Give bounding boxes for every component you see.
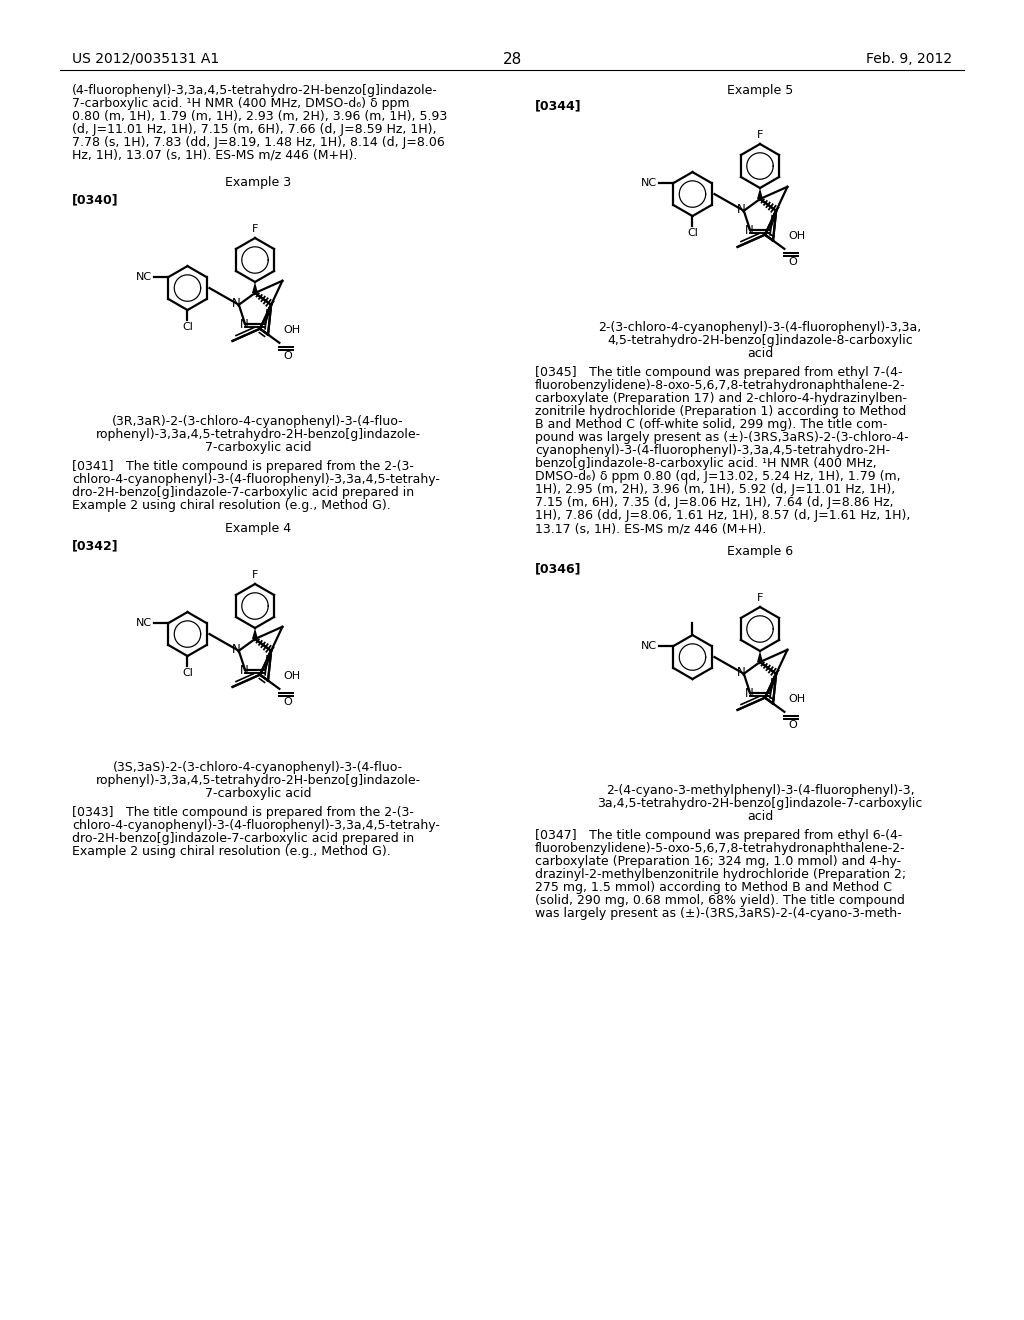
Text: benzo[g]indazole-8-carboxylic acid. ¹H NMR (400 MHz,: benzo[g]indazole-8-carboxylic acid. ¹H N…: [535, 457, 877, 470]
Text: zonitrile hydrochloride (Preparation 1) according to Method: zonitrile hydrochloride (Preparation 1) …: [535, 405, 906, 418]
Text: F: F: [757, 593, 763, 603]
Text: acid: acid: [746, 347, 773, 360]
Text: Hz, 1H), 13.07 (s, 1H). ES-MS m/z 446 (M+H).: Hz, 1H), 13.07 (s, 1H). ES-MS m/z 446 (M…: [72, 149, 357, 162]
Polygon shape: [757, 187, 763, 199]
Text: [0343] The title compound is prepared from the 2-(3-: [0343] The title compound is prepared fr…: [72, 807, 414, 818]
Text: 1H), 2.95 (m, 2H), 3.96 (m, 1H), 5.92 (d, J=11.01 Hz, 1H),: 1H), 2.95 (m, 2H), 3.96 (m, 1H), 5.92 (d…: [535, 483, 895, 496]
Text: 275 mg, 1.5 mmol) according to Method B and Method C: 275 mg, 1.5 mmol) according to Method B …: [535, 880, 892, 894]
Text: N: N: [231, 297, 241, 310]
Text: 7-carboxylic acid: 7-carboxylic acid: [205, 441, 311, 454]
Text: 0.80 (m, 1H), 1.79 (m, 1H), 2.93 (m, 2H), 3.96 (m, 1H), 5.93: 0.80 (m, 1H), 1.79 (m, 1H), 2.93 (m, 2H)…: [72, 110, 447, 123]
Text: was largely present as (±)-(3RS,3aRS)-2-(4-cyano-3-meth-: was largely present as (±)-(3RS,3aRS)-2-…: [535, 907, 901, 920]
Text: OH: OH: [284, 325, 300, 335]
Text: NC: NC: [641, 642, 657, 651]
Text: [0341] The title compound is prepared from the 2-(3-: [0341] The title compound is prepared fr…: [72, 459, 414, 473]
Text: O: O: [284, 351, 292, 360]
Text: dro-2H-benzo[g]indazole-7-carboxylic acid prepared in: dro-2H-benzo[g]indazole-7-carboxylic aci…: [72, 486, 414, 499]
Text: [0346]: [0346]: [535, 562, 582, 576]
Text: N: N: [231, 643, 241, 656]
Text: [0345] The title compound was prepared from ethyl 7-(4-: [0345] The title compound was prepared f…: [535, 366, 902, 379]
Text: Cl: Cl: [182, 322, 193, 333]
Polygon shape: [252, 628, 258, 639]
Text: N: N: [744, 224, 754, 238]
Text: [0340]: [0340]: [72, 193, 119, 206]
Text: OH: OH: [284, 671, 300, 681]
Text: 2-(3-chloro-4-cyanophenyl)-3-(4-fluorophenyl)-3,3a,: 2-(3-chloro-4-cyanophenyl)-3-(4-fluoroph…: [598, 321, 922, 334]
Text: DMSO-d₆) δ ppm 0.80 (qd, J=13.02, 5.24 Hz, 1H), 1.79 (m,: DMSO-d₆) δ ppm 0.80 (qd, J=13.02, 5.24 H…: [535, 470, 901, 483]
Text: [0347] The title compound was prepared from ethyl 6-(4-: [0347] The title compound was prepared f…: [535, 829, 902, 842]
Text: F: F: [252, 224, 258, 234]
Text: dro-2H-benzo[g]indazole-7-carboxylic acid prepared in: dro-2H-benzo[g]indazole-7-carboxylic aci…: [72, 832, 414, 845]
Text: 13.17 (s, 1H). ES-MS m/z 446 (M+H).: 13.17 (s, 1H). ES-MS m/z 446 (M+H).: [535, 521, 766, 535]
Text: N: N: [736, 667, 745, 680]
Text: acid: acid: [746, 810, 773, 822]
Text: Cl: Cl: [687, 228, 698, 238]
Text: [0342]: [0342]: [72, 539, 119, 552]
Text: N: N: [240, 664, 249, 677]
Text: 28: 28: [503, 51, 521, 67]
Text: N: N: [744, 688, 754, 700]
Text: carboxylate (Preparation 17) and 2-chloro-4-hydrazinylben-: carboxylate (Preparation 17) and 2-chlor…: [535, 392, 907, 405]
Text: Example 3: Example 3: [225, 176, 291, 189]
Text: B and Method C (off-white solid, 299 mg). The title com-: B and Method C (off-white solid, 299 mg)…: [535, 418, 888, 432]
Text: (3S,3aS)-2-(3-chloro-4-cyanophenyl)-3-(4-fluo-: (3S,3aS)-2-(3-chloro-4-cyanophenyl)-3-(4…: [113, 762, 403, 774]
Polygon shape: [757, 651, 763, 663]
Text: 7.15 (m, 6H), 7.35 (d, J=8.06 Hz, 1H), 7.64 (d, J=8.86 Hz,: 7.15 (m, 6H), 7.35 (d, J=8.06 Hz, 1H), 7…: [535, 496, 894, 510]
Text: Feb. 9, 2012: Feb. 9, 2012: [866, 51, 952, 66]
Text: chloro-4-cyanophenyl)-3-(4-fluorophenyl)-3,3a,4,5-tetrahy-: chloro-4-cyanophenyl)-3-(4-fluorophenyl)…: [72, 473, 440, 486]
Text: fluorobenzylidene)-5-oxo-5,6,7,8-tetrahydronaphthalene-2-: fluorobenzylidene)-5-oxo-5,6,7,8-tetrahy…: [535, 842, 905, 855]
Text: rophenyl)-3,3a,4,5-tetrahydro-2H-benzo[g]indazole-: rophenyl)-3,3a,4,5-tetrahydro-2H-benzo[g…: [95, 774, 421, 787]
Text: (d, J=11.01 Hz, 1H), 7.15 (m, 6H), 7.66 (d, J=8.59 Hz, 1H),: (d, J=11.01 Hz, 1H), 7.15 (m, 6H), 7.66 …: [72, 123, 436, 136]
Text: (solid, 290 mg, 0.68 mmol, 68% yield). The title compound: (solid, 290 mg, 0.68 mmol, 68% yield). T…: [535, 894, 905, 907]
Text: F: F: [757, 129, 763, 140]
Text: Cl: Cl: [182, 668, 193, 678]
Polygon shape: [252, 282, 258, 293]
Text: NC: NC: [136, 618, 153, 628]
Text: OH: OH: [788, 231, 806, 240]
Text: Example 2 using chiral resolution (e.g., Method G).: Example 2 using chiral resolution (e.g.,…: [72, 499, 391, 512]
Text: rophenyl)-3,3a,4,5-tetrahydro-2H-benzo[g]indazole-: rophenyl)-3,3a,4,5-tetrahydro-2H-benzo[g…: [95, 428, 421, 441]
Text: Example 6: Example 6: [727, 545, 793, 558]
Text: 4,5-tetrahydro-2H-benzo[g]indazole-8-carboxylic: 4,5-tetrahydro-2H-benzo[g]indazole-8-car…: [607, 334, 912, 347]
Text: 7-carboxylic acid. ¹H NMR (400 MHz, DMSO-d₆) δ ppm: 7-carboxylic acid. ¹H NMR (400 MHz, DMSO…: [72, 96, 410, 110]
Text: US 2012/0035131 A1: US 2012/0035131 A1: [72, 51, 219, 66]
Text: pound was largely present as (±)-(3RS,3aRS)-2-(3-chloro-4-: pound was largely present as (±)-(3RS,3a…: [535, 432, 908, 444]
Text: 7-carboxylic acid: 7-carboxylic acid: [205, 787, 311, 800]
Text: Example 5: Example 5: [727, 84, 794, 96]
Text: chloro-4-cyanophenyl)-3-(4-fluorophenyl)-3,3a,4,5-tetrahy-: chloro-4-cyanophenyl)-3-(4-fluorophenyl)…: [72, 818, 440, 832]
Text: 7.78 (s, 1H), 7.83 (dd, J=8.19, 1.48 Hz, 1H), 8.14 (d, J=8.06: 7.78 (s, 1H), 7.83 (dd, J=8.19, 1.48 Hz,…: [72, 136, 444, 149]
Text: N: N: [736, 203, 745, 216]
Text: Example 2 using chiral resolution (e.g., Method G).: Example 2 using chiral resolution (e.g.,…: [72, 845, 391, 858]
Text: 3a,4,5-tetrahydro-2H-benzo[g]indazole-7-carboxylic: 3a,4,5-tetrahydro-2H-benzo[g]indazole-7-…: [597, 797, 923, 810]
Text: cyanophenyl)-3-(4-fluorophenyl)-3,3a,4,5-tetrahydro-2H-: cyanophenyl)-3-(4-fluorophenyl)-3,3a,4,5…: [535, 444, 890, 457]
Text: (4-fluorophenyl)-3,3a,4,5-tetrahydro-2H-benzo[g]indazole-: (4-fluorophenyl)-3,3a,4,5-tetrahydro-2H-…: [72, 84, 438, 96]
Text: carboxylate (Preparation 16; 324 mg, 1.0 mmol) and 4-hy-: carboxylate (Preparation 16; 324 mg, 1.0…: [535, 855, 901, 869]
Text: OH: OH: [788, 694, 806, 704]
Text: NC: NC: [136, 272, 153, 282]
Text: N: N: [240, 318, 249, 331]
Text: O: O: [788, 257, 797, 267]
Text: [0344]: [0344]: [535, 99, 582, 112]
Text: O: O: [284, 697, 292, 706]
Text: 1H), 7.86 (dd, J=8.06, 1.61 Hz, 1H), 8.57 (d, J=1.61 Hz, 1H),: 1H), 7.86 (dd, J=8.06, 1.61 Hz, 1H), 8.5…: [535, 510, 910, 521]
Text: NC: NC: [641, 178, 657, 187]
Text: fluorobenzylidene)-8-oxo-5,6,7,8-tetrahydronaphthalene-2-: fluorobenzylidene)-8-oxo-5,6,7,8-tetrahy…: [535, 379, 905, 392]
Text: drazinyl-2-methylbenzonitrile hydrochloride (Preparation 2;: drazinyl-2-methylbenzonitrile hydrochlor…: [535, 869, 906, 880]
Text: (3R,3aR)-2-(3-chloro-4-cyanophenyl)-3-(4-fluo-: (3R,3aR)-2-(3-chloro-4-cyanophenyl)-3-(4…: [113, 414, 403, 428]
Text: 2-(4-cyano-3-methylphenyl)-3-(4-fluorophenyl)-3,: 2-(4-cyano-3-methylphenyl)-3-(4-fluoroph…: [605, 784, 914, 797]
Text: O: O: [788, 719, 797, 730]
Text: Example 4: Example 4: [225, 521, 291, 535]
Text: F: F: [252, 570, 258, 579]
